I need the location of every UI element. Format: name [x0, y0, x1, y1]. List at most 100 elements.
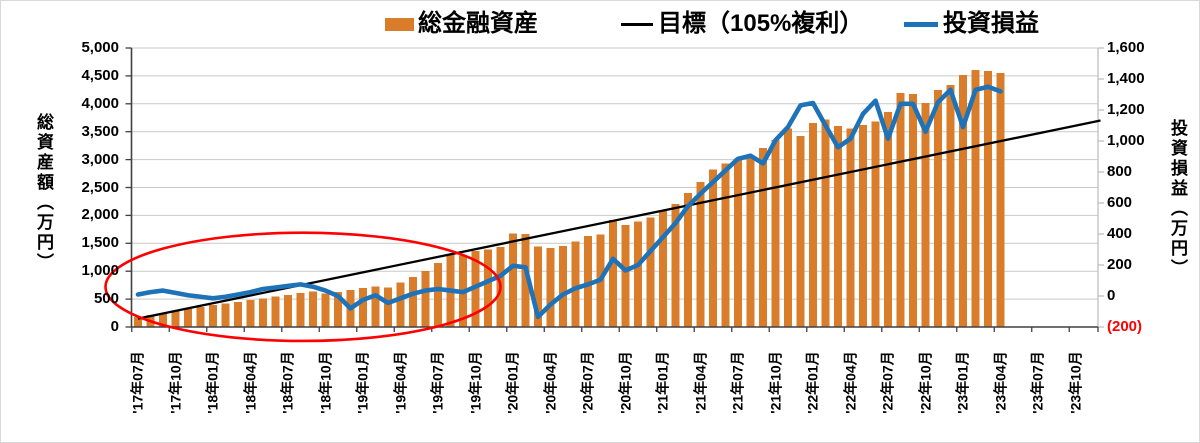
right-axis-tick-label: 0: [1107, 287, 1116, 304]
x-axis-tick-label: '17年10月: [167, 351, 183, 414]
bar: [784, 128, 792, 327]
legend-item-assets: 総金融資産: [385, 9, 538, 39]
x-axis-tick-label: '23年04月: [992, 351, 1008, 414]
bar: [396, 282, 405, 327]
x-axis-tick-label: '21年01月: [654, 351, 671, 414]
bar: [809, 122, 817, 327]
bar: [534, 246, 542, 327]
bar: [421, 271, 430, 327]
legend-assets-label: 総金融資産: [418, 10, 538, 37]
bar: [296, 292, 305, 327]
bar: [971, 70, 980, 327]
bar: [334, 291, 342, 327]
right-axis-tick-label: 1,400: [1107, 70, 1145, 87]
bar: [159, 313, 167, 327]
right-axis-tick-label: (200): [1107, 318, 1143, 335]
x-axis-tick-label: '22年01月: [804, 351, 821, 414]
x-axis-tick-label: '19年07月: [429, 351, 446, 414]
profit-swatch-icon: [904, 21, 938, 27]
bar: [959, 75, 967, 327]
legend-target-label: 目標（105%複利）: [658, 10, 864, 37]
bar: [671, 204, 680, 327]
bar: [196, 307, 205, 327]
bar: [184, 309, 192, 327]
right-axis-tick-label: 1,200: [1107, 101, 1145, 118]
x-axis-tick-label: '17年07月: [129, 351, 146, 414]
bar: [609, 219, 617, 327]
assets-swatch-icon: [385, 17, 414, 31]
bar: [996, 72, 1005, 328]
bar: [434, 262, 442, 327]
x-axis-tick-label: '18年04月: [242, 351, 258, 414]
bar: [621, 224, 630, 327]
bar: [921, 102, 930, 327]
bar: [759, 147, 767, 327]
left-axis-tick-label: 4,500: [81, 66, 119, 84]
bar: [846, 128, 855, 327]
bar: [371, 286, 380, 327]
bar: [746, 156, 755, 327]
bar: [696, 181, 705, 327]
left-axis-tick-label: 3,000: [81, 150, 119, 168]
bar: [896, 92, 905, 327]
right-axis-tick-label: 600: [1107, 194, 1133, 211]
bar: [234, 301, 242, 327]
bar: [209, 305, 217, 327]
legend-item-profit: 投資損益: [904, 9, 1039, 39]
profit-line: [135, 84, 1003, 320]
left-axis-tick-label: 500: [93, 290, 119, 308]
bar: [546, 247, 555, 327]
bar: [509, 233, 517, 327]
bar: [946, 85, 955, 328]
bar: [684, 193, 692, 327]
bar: [221, 303, 230, 327]
bar: [646, 217, 655, 327]
right-axis-tick-label: 1,000: [1107, 132, 1145, 149]
bar: [984, 70, 992, 328]
left-axis-tick-label: 1,500: [81, 234, 119, 252]
bar: [709, 169, 717, 327]
bar: [584, 236, 592, 327]
bar: [821, 119, 830, 327]
x-axis-tick-label: '23年07月: [1029, 351, 1046, 414]
x-axis-tick-label: '19年10月: [467, 351, 483, 414]
annotation-ellipse: [104, 231, 502, 343]
bar: [359, 287, 367, 327]
bar: [721, 163, 730, 327]
left-axis-tick-label: 3,500: [81, 122, 119, 140]
left-axis-tick-label: 4,000: [81, 94, 119, 112]
x-axis-tick-label: '20年04月: [542, 351, 558, 414]
bar: [521, 233, 530, 327]
x-axis-tick-label: '21年04月: [692, 351, 708, 414]
right-axis-tick-label: 1,600: [1107, 39, 1145, 56]
legend-item-target: 目標（105%複利）: [621, 9, 863, 39]
x-axis-tick-label: '19年01月: [354, 351, 371, 414]
x-axis-tick-label: '18年07月: [279, 351, 296, 414]
bar: [171, 311, 180, 327]
bar: [909, 93, 917, 327]
bar: [409, 276, 417, 327]
x-axis-tick-label: '20年01月: [504, 351, 521, 414]
x-axis-tick-label: '20年10月: [617, 351, 633, 414]
bar: [246, 300, 255, 327]
x-axis-tick-label: '18年01月: [204, 351, 221, 414]
left-axis-tick-label: 2,500: [81, 178, 119, 196]
bar: [796, 136, 805, 327]
x-axis-tick-label: '22年04月: [842, 351, 858, 414]
bar: [771, 140, 780, 327]
right-axis-tick-label: 400: [1107, 225, 1133, 242]
left-axis-tick-label: 5,000: [81, 39, 119, 56]
bar: [309, 291, 317, 327]
x-axis-tick-label: '21年07月: [729, 351, 746, 414]
x-axis-tick-label: '23年01月: [954, 351, 971, 414]
bar: [271, 296, 280, 327]
right-axis-tick-label: 800: [1107, 163, 1133, 180]
left-axis-tick-label: 2,000: [81, 206, 119, 224]
bar: [871, 121, 880, 327]
bar: [834, 126, 842, 328]
right-axis-title: 投資損益（万円）: [1168, 119, 1187, 279]
x-axis-tick-label: '22年10月: [917, 351, 933, 414]
x-axis-tick-label: '19年04月: [392, 351, 408, 414]
